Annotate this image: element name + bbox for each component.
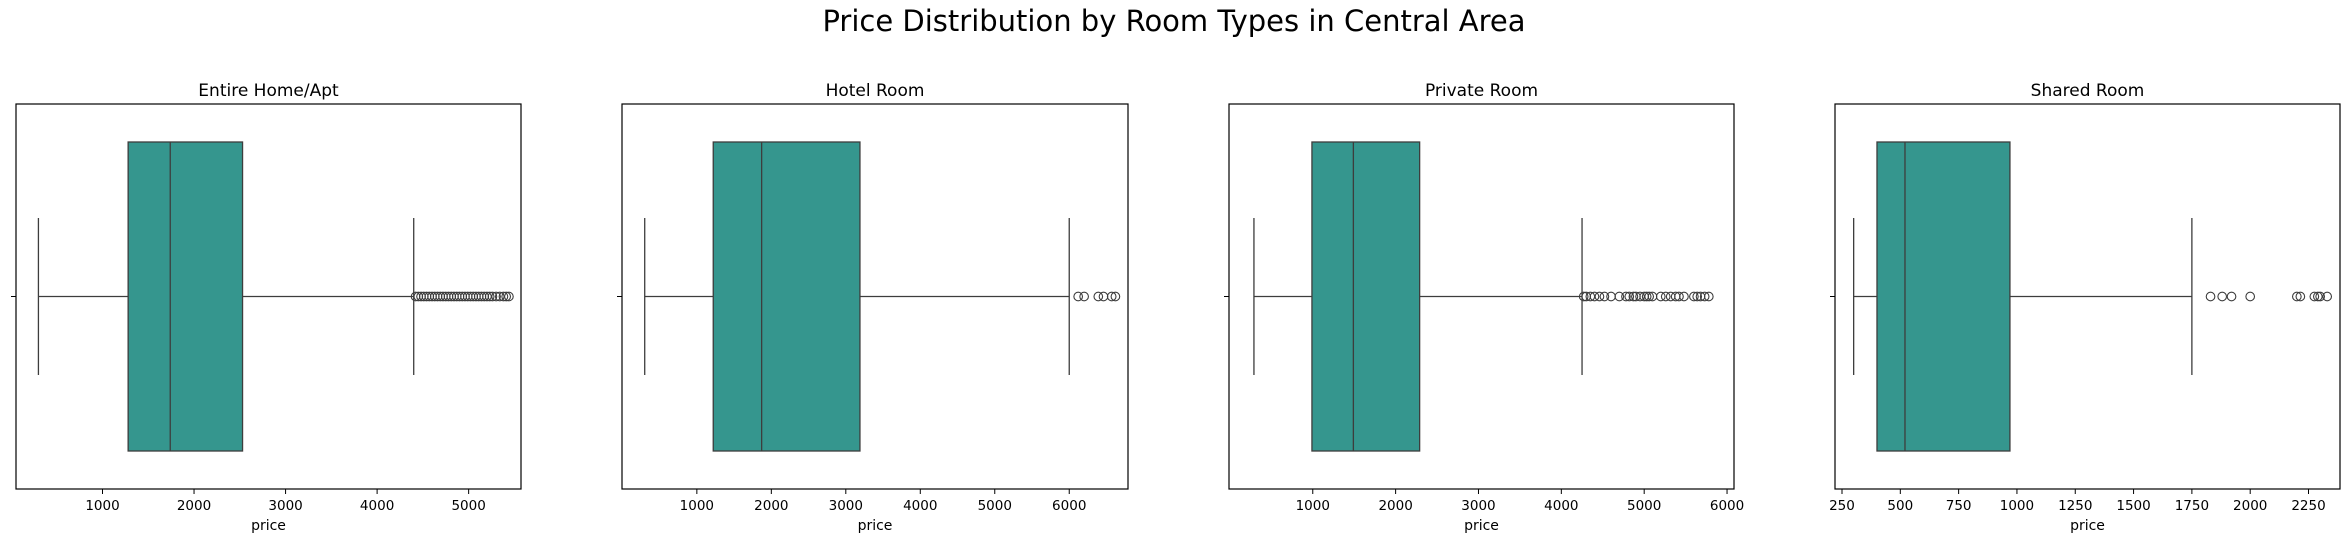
outlier-point — [2217, 291, 2228, 302]
x-tick-label: 6000 — [1710, 498, 1744, 514]
panels: Entire Home/Apt 1000 2000 3000 4000 5000 price… — [11, 81, 2341, 534]
x-tick-label: 5000 — [1627, 498, 1661, 514]
panel-3: Private Room 1000 2000 3000 4000 5000 6000 pric… — [1224, 81, 1744, 534]
x-tick-label: 750 — [1946, 498, 1972, 514]
outlier-point — [1699, 291, 1710, 302]
outlier-point — [1621, 291, 1631, 302]
x-axis-label: price — [1464, 518, 1499, 534]
panel-title: Hotel Room — [826, 81, 925, 101]
panel-title: Shared Room — [2031, 81, 2145, 101]
panel-1: Entire Home/Apt 1000 2000 3000 4000 5000 price — [11, 81, 522, 534]
x-tick-label: 1500 — [2116, 498, 2150, 514]
outlier-point — [1606, 291, 1616, 302]
x-tick-label: 3000 — [829, 498, 863, 514]
x-axis-label: price — [251, 518, 286, 534]
outlier-point — [487, 291, 498, 302]
outlier-point — [498, 291, 509, 302]
outlier-point — [1679, 291, 1689, 302]
x-tick-label: 1000 — [85, 498, 119, 514]
x-tick-label: 4000 — [903, 498, 937, 514]
x-tick-label: 5000 — [978, 498, 1012, 514]
outlier-point — [1599, 291, 1610, 302]
x-tick-label: 2000 — [1378, 498, 1412, 514]
outlier-point — [1655, 291, 1666, 302]
x-tick-label: 1000 — [1296, 498, 1330, 514]
x-tick-label: 1000 — [680, 498, 714, 514]
x-tick-label: 1000 — [2000, 498, 2034, 514]
outlier-point — [2322, 291, 2333, 302]
outlier-point — [1624, 291, 1635, 302]
outlier-point — [1578, 291, 1589, 302]
outlier-point — [1098, 291, 1109, 302]
outlier-point — [2226, 291, 2237, 302]
outlier-point — [501, 291, 512, 302]
outlier-point — [2245, 291, 2256, 302]
x-tick-label: 500 — [1887, 498, 1913, 514]
outlier-point — [1703, 291, 1714, 302]
outlier-point — [482, 291, 492, 302]
outlier-point — [491, 291, 501, 302]
outlier-point — [1106, 291, 1117, 302]
chart-title: Price Distribution by Room Types in Cent… — [822, 4, 1525, 38]
iqr-box — [1311, 141, 1421, 452]
x-tick-label: 2000 — [2233, 498, 2267, 514]
outlier-point — [2309, 291, 2320, 302]
iqr-box — [1876, 141, 2011, 452]
outlier-point — [1073, 291, 1084, 302]
outlier-point — [2295, 291, 2306, 302]
x-tick-label: 3000 — [1461, 498, 1495, 514]
outlier-point — [1589, 291, 1600, 302]
x-tick-label: 2000 — [177, 498, 211, 514]
outlier-point — [1641, 291, 1652, 302]
outlier-point — [2205, 291, 2216, 302]
outlier-point — [494, 291, 505, 302]
iqr-box — [127, 141, 244, 452]
panel-title: Private Room — [1425, 81, 1538, 101]
x-tick-label: 1750 — [2175, 498, 2209, 514]
x-tick-label: 4000 — [1544, 498, 1578, 514]
outlier-point — [1689, 291, 1699, 302]
outlier-point — [1665, 291, 1676, 302]
panel-2: Hotel Room 1000 2000 3000 4000 5000 6000 price — [617, 81, 1129, 534]
outlier-point — [1692, 291, 1703, 302]
outlier-point — [1093, 291, 1104, 302]
x-tick-label: 4000 — [360, 498, 394, 514]
outlier-point — [1614, 291, 1625, 302]
outlier-point — [1674, 291, 1684, 302]
x-tick-label: 2000 — [754, 498, 788, 514]
x-tick-label: 1250 — [2058, 498, 2092, 514]
outlier-point — [504, 291, 514, 302]
panel-4: Shared Room 250 500 750 1000 1250 1500 1750 2000… — [1829, 81, 2341, 534]
outlier-point — [2312, 291, 2323, 302]
outlier-point — [1079, 291, 1089, 302]
panel-title: Entire Home/Apt — [198, 81, 339, 101]
outlier-point — [1110, 291, 1121, 302]
x-tick-label: 5000 — [451, 498, 485, 514]
outlier-point — [1594, 291, 1605, 302]
x-tick-label: 3000 — [268, 498, 302, 514]
x-axis-label: price — [858, 518, 893, 534]
outlier-point — [1660, 291, 1671, 302]
outlier-point — [1628, 291, 1639, 302]
x-tick-label: 250 — [1829, 498, 1855, 514]
x-axis-label: price — [2070, 518, 2105, 534]
x-tick-label: 2250 — [2291, 498, 2325, 514]
iqr-box — [712, 141, 861, 452]
outlier-point — [2315, 291, 2326, 302]
outlier-point — [1644, 291, 1655, 302]
outlier-point — [484, 291, 495, 302]
outlier-point — [2291, 291, 2302, 302]
x-tick-label: 6000 — [1052, 498, 1086, 514]
